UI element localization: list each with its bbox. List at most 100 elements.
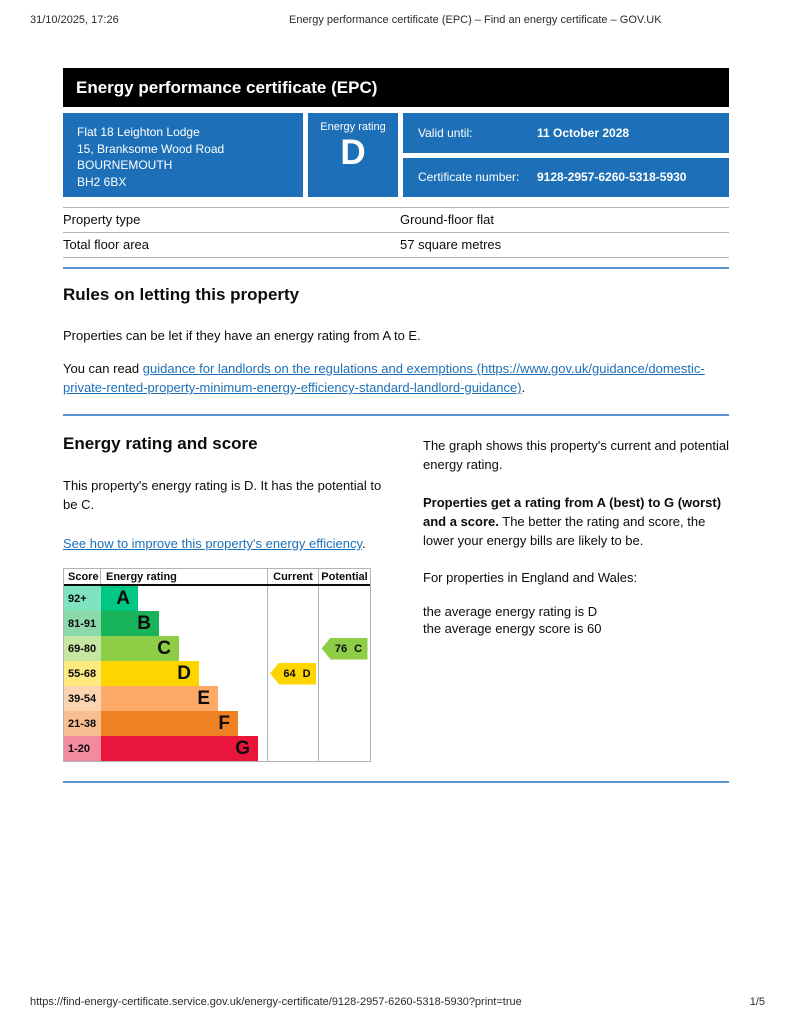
band-bar: B	[101, 611, 159, 636]
valid-until-box: Valid until: 11 October 2028	[403, 113, 729, 153]
address-line: Flat 18 Leighton Lodge	[77, 125, 200, 139]
property-type-value: Ground-floor flat	[400, 212, 494, 227]
print-datetime: 31/10/2025, 17:26	[30, 14, 119, 26]
current-cell	[267, 636, 318, 661]
average-values: the average energy rating is D the avera…	[423, 603, 729, 637]
epc-chart-rows: 92+ A 81-91 B 69-80 C 76 C 55-68 D 64 D 39-54 E 21-38 F…	[64, 586, 370, 761]
current-cell	[267, 611, 318, 636]
energy-rating-column-header: Energy rating	[106, 570, 177, 583]
epc-band-row: 92+ A	[64, 586, 370, 611]
guidance-suffix-text: .	[521, 380, 526, 395]
address-line: BOURNEMOUTH	[77, 158, 173, 173]
potential-cell	[318, 686, 370, 711]
energy-rating-box: Energy rating D	[308, 113, 398, 197]
current-cell	[267, 586, 318, 611]
table-row: Property type Ground-floor flat	[63, 207, 729, 232]
graph-explanation-paragraph: The graph shows this property's current …	[423, 438, 729, 472]
valid-until-value: 11 October 2028	[537, 125, 630, 140]
band-bar: G	[101, 736, 258, 761]
potential-cell	[318, 586, 370, 611]
certificate-number-label: Certificate number:	[418, 170, 520, 185]
current-cell	[267, 711, 318, 736]
epc-band-row: 81-91 B	[64, 611, 370, 636]
print-page-title: Energy performance certificate (EPC) – F…	[289, 14, 662, 26]
current-cell: 64 D	[267, 661, 318, 686]
print-page-number: 1/5	[749, 996, 765, 1008]
potential-cell: 76 C	[318, 636, 370, 661]
certificate-summary: Flat 18 Leighton Lodge 15, Branksome Woo…	[63, 113, 729, 197]
letting-rules-paragraph: Properties can be let if they have an en…	[63, 328, 421, 343]
valid-until-label: Valid until:	[418, 125, 473, 140]
band-score-range: 92+	[64, 586, 101, 611]
certificate-number-value: 9128-2957-6260-5318-5930	[537, 170, 687, 185]
epc-rating-chart: Score Energy rating Current Potential 92…	[63, 568, 371, 762]
epc-band-row: 39-54 E	[64, 686, 370, 711]
potential-cell	[318, 736, 370, 761]
section-divider	[63, 414, 729, 416]
band-score-range: 1-20	[64, 736, 101, 761]
rating-scale-rest-text: The better the rating and score, the low…	[423, 514, 706, 548]
rating-score-column: Energy rating and score This property's …	[63, 434, 390, 762]
band-score-range: 69-80	[64, 636, 101, 661]
potential-cell	[318, 711, 370, 736]
address-line: BH2 6BX	[77, 174, 127, 189]
potential-rating-arrow: 76 C	[321, 637, 368, 660]
table-row: Total floor area 57 square metres	[63, 232, 729, 258]
browser-print-footer: https://find-energy-certificate.service.…	[30, 996, 765, 1008]
letting-rules-heading: Rules on letting this property	[63, 285, 300, 304]
section-divider	[63, 267, 729, 269]
landlord-guidance-paragraph: You can read guidance for landlords on t…	[63, 359, 729, 397]
landlord-guidance-link[interactable]: guidance for landlords on the regulation…	[63, 361, 705, 395]
current-cell	[267, 736, 318, 761]
property-details-table: Property type Ground-floor flat Total fl…	[63, 207, 729, 258]
rating-score-heading: Energy rating and score	[63, 434, 258, 453]
band-bar: E	[101, 686, 218, 711]
certificate-document: Energy performance certificate (EPC) Fla…	[63, 68, 729, 783]
band-score-range: 55-68	[64, 661, 101, 686]
band-bar: F	[101, 711, 238, 736]
guidance-intro-text: You can read	[63, 361, 143, 376]
energy-rating-label: Energy rating	[320, 121, 386, 133]
epc-band-row: 21-38 F	[64, 711, 370, 736]
epc-band-row: 1-20 G	[64, 736, 370, 761]
rating-scale-paragraph: Properties get a rating from A (best) to…	[423, 493, 729, 550]
band-score-range: 81-91	[64, 611, 101, 636]
average-score-line: the average energy score is 60	[423, 621, 602, 636]
band-bar: A	[101, 586, 138, 611]
england-wales-paragraph: For properties in England and Wales:	[423, 570, 638, 585]
improve-suffix-text: .	[361, 536, 366, 551]
floor-area-value: 57 square metres	[400, 237, 502, 252]
potential-column-header: Potential	[318, 569, 370, 584]
property-address: Flat 18 Leighton Lodge 15, Branksome Woo…	[63, 113, 303, 197]
validity-column: Valid until: 11 October 2028 Certificate…	[403, 113, 729, 197]
certificate-banner-title: Energy performance certificate (EPC)	[63, 68, 729, 107]
rating-scale-bold-text: Properties get a rating from A (best) to…	[423, 495, 722, 529]
band-bar: C	[101, 636, 179, 661]
rating-summary-paragraph: This property's energy rating is D. It h…	[63, 478, 382, 512]
epc-band-row: 69-80 C 76 C	[64, 636, 370, 661]
epc-band-row: 55-68 D 64 D	[64, 661, 370, 686]
print-url: https://find-energy-certificate.service.…	[30, 996, 522, 1008]
improve-efficiency-link[interactable]: See how to improve this property's energ…	[63, 536, 362, 551]
floor-area-label: Total floor area	[63, 237, 149, 252]
band-bar: D	[101, 661, 199, 686]
improve-paragraph: See how to improve this property's energ…	[63, 534, 390, 553]
band-score-range: 39-54	[64, 686, 101, 711]
average-rating-line: the average energy rating is D	[423, 604, 598, 619]
section-divider	[63, 781, 729, 783]
epc-chart-header: Score Energy rating Current Potential	[64, 569, 370, 586]
score-column-header: Score	[64, 569, 101, 584]
current-cell	[267, 686, 318, 711]
current-rating-arrow: 64 D	[270, 662, 316, 685]
rating-explanation-column: The graph shows this property's current …	[423, 434, 729, 637]
potential-cell	[318, 611, 370, 636]
property-type-label: Property type	[63, 212, 141, 227]
band-score-range: 21-38	[64, 711, 101, 736]
energy-rating-value: D	[340, 133, 366, 172]
certificate-number-box: Certificate number: 9128-2957-6260-5318-…	[403, 157, 729, 197]
current-column-header: Current	[267, 569, 318, 584]
address-line: 15, Branksome Wood Road	[77, 141, 225, 156]
energy-rating-section: Energy rating and score This property's …	[63, 434, 729, 762]
potential-cell	[318, 661, 370, 686]
